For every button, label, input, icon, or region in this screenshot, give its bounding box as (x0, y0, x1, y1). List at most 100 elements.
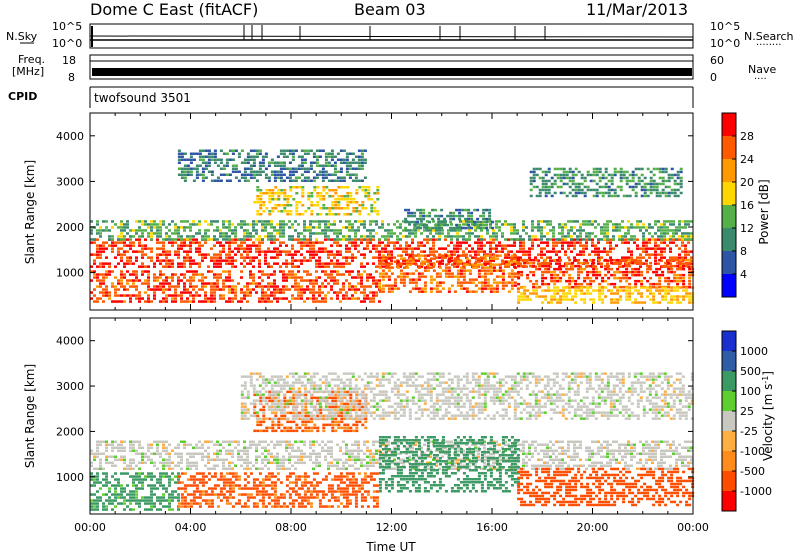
data-cell (204, 164, 208, 167)
data-cell (150, 300, 153, 303)
data-cell (597, 223, 600, 226)
data-cell (562, 273, 566, 277)
data-cell (381, 220, 384, 223)
data-cell (364, 186, 368, 189)
data-cell (595, 276, 599, 280)
data-cell (417, 257, 421, 260)
data-cell (192, 220, 195, 223)
data-cell (159, 241, 162, 244)
data-cell (381, 464, 384, 467)
data-cell (171, 259, 174, 262)
data-cell (676, 289, 680, 292)
data-cell (574, 282, 578, 286)
data-cell (123, 285, 126, 288)
data-cell (261, 446, 264, 449)
data-cell (613, 276, 617, 280)
data-cell (120, 300, 123, 303)
data-cell (219, 232, 222, 235)
data-cell (570, 220, 573, 223)
data-cell (370, 207, 374, 210)
data-cell (552, 238, 555, 241)
data-cell (666, 244, 669, 247)
data-cell (652, 173, 656, 177)
data-cell (294, 179, 298, 182)
data-cell (225, 220, 228, 223)
data-cell (315, 297, 318, 300)
data-cell (282, 173, 286, 176)
data-cell (681, 262, 684, 265)
data-cell (96, 446, 99, 449)
data-cell (435, 238, 438, 241)
data-cell (685, 295, 689, 298)
data-cell (438, 247, 441, 250)
data-cell (159, 288, 162, 291)
data-cell (318, 452, 321, 455)
data-cell (192, 241, 195, 244)
data-cell (198, 288, 201, 291)
data-cell (411, 238, 414, 241)
data-cell (222, 244, 225, 247)
data-cell (410, 211, 414, 215)
data-cell (660, 232, 663, 235)
data-cell (165, 282, 168, 285)
data-cell (291, 273, 294, 276)
data-cell (280, 204, 284, 207)
data-cell (517, 301, 521, 304)
data-cell (307, 207, 311, 210)
data-cell (393, 232, 396, 235)
data-cell (183, 443, 186, 446)
data-cell (562, 292, 566, 295)
data-cell (429, 266, 433, 269)
data-cell (523, 292, 527, 295)
data-cell (246, 300, 249, 303)
data-cell (331, 207, 335, 210)
data-cell (537, 220, 540, 223)
data-cell (501, 232, 504, 235)
data-cell (387, 284, 391, 287)
data-cell (345, 262, 348, 265)
data-cell (360, 241, 363, 244)
data-cell (303, 220, 306, 223)
data-cell (90, 220, 93, 223)
data-cell (276, 455, 279, 458)
data-cell (126, 282, 129, 285)
data-cell (282, 167, 286, 170)
data-cell (336, 265, 339, 268)
data-cell (627, 250, 630, 253)
data-cell (570, 241, 573, 244)
data-cell (537, 229, 540, 232)
data-cell (93, 300, 96, 303)
data-cell (610, 273, 614, 277)
data-cell (373, 207, 377, 210)
data-cell (468, 259, 471, 262)
data-cell (225, 256, 228, 259)
data-cell (561, 244, 564, 247)
data-cell (435, 284, 439, 287)
data-cell (501, 281, 505, 284)
data-cell (432, 241, 435, 244)
data-cell (610, 282, 614, 286)
data-cell (658, 301, 662, 304)
data-cell (264, 300, 267, 303)
data-cell (354, 256, 357, 259)
data-cell (637, 292, 641, 295)
data-cell (300, 461, 303, 464)
data-cell (201, 273, 204, 276)
data-cell (201, 176, 205, 179)
data-cell (483, 238, 486, 241)
data-cell (192, 235, 195, 238)
data-cell (120, 259, 123, 262)
data-cell (586, 188, 590, 192)
data-cell (643, 191, 647, 195)
data-cell (640, 270, 644, 274)
data-cell (485, 223, 489, 227)
data-cell (501, 278, 505, 281)
data-cell (315, 161, 319, 164)
data-cell (631, 188, 635, 192)
data-cell (159, 232, 162, 235)
data-cell (156, 467, 159, 470)
data-cell (375, 461, 378, 464)
data-cell (216, 455, 219, 458)
data-cell (447, 244, 450, 247)
data-cell (192, 158, 196, 161)
